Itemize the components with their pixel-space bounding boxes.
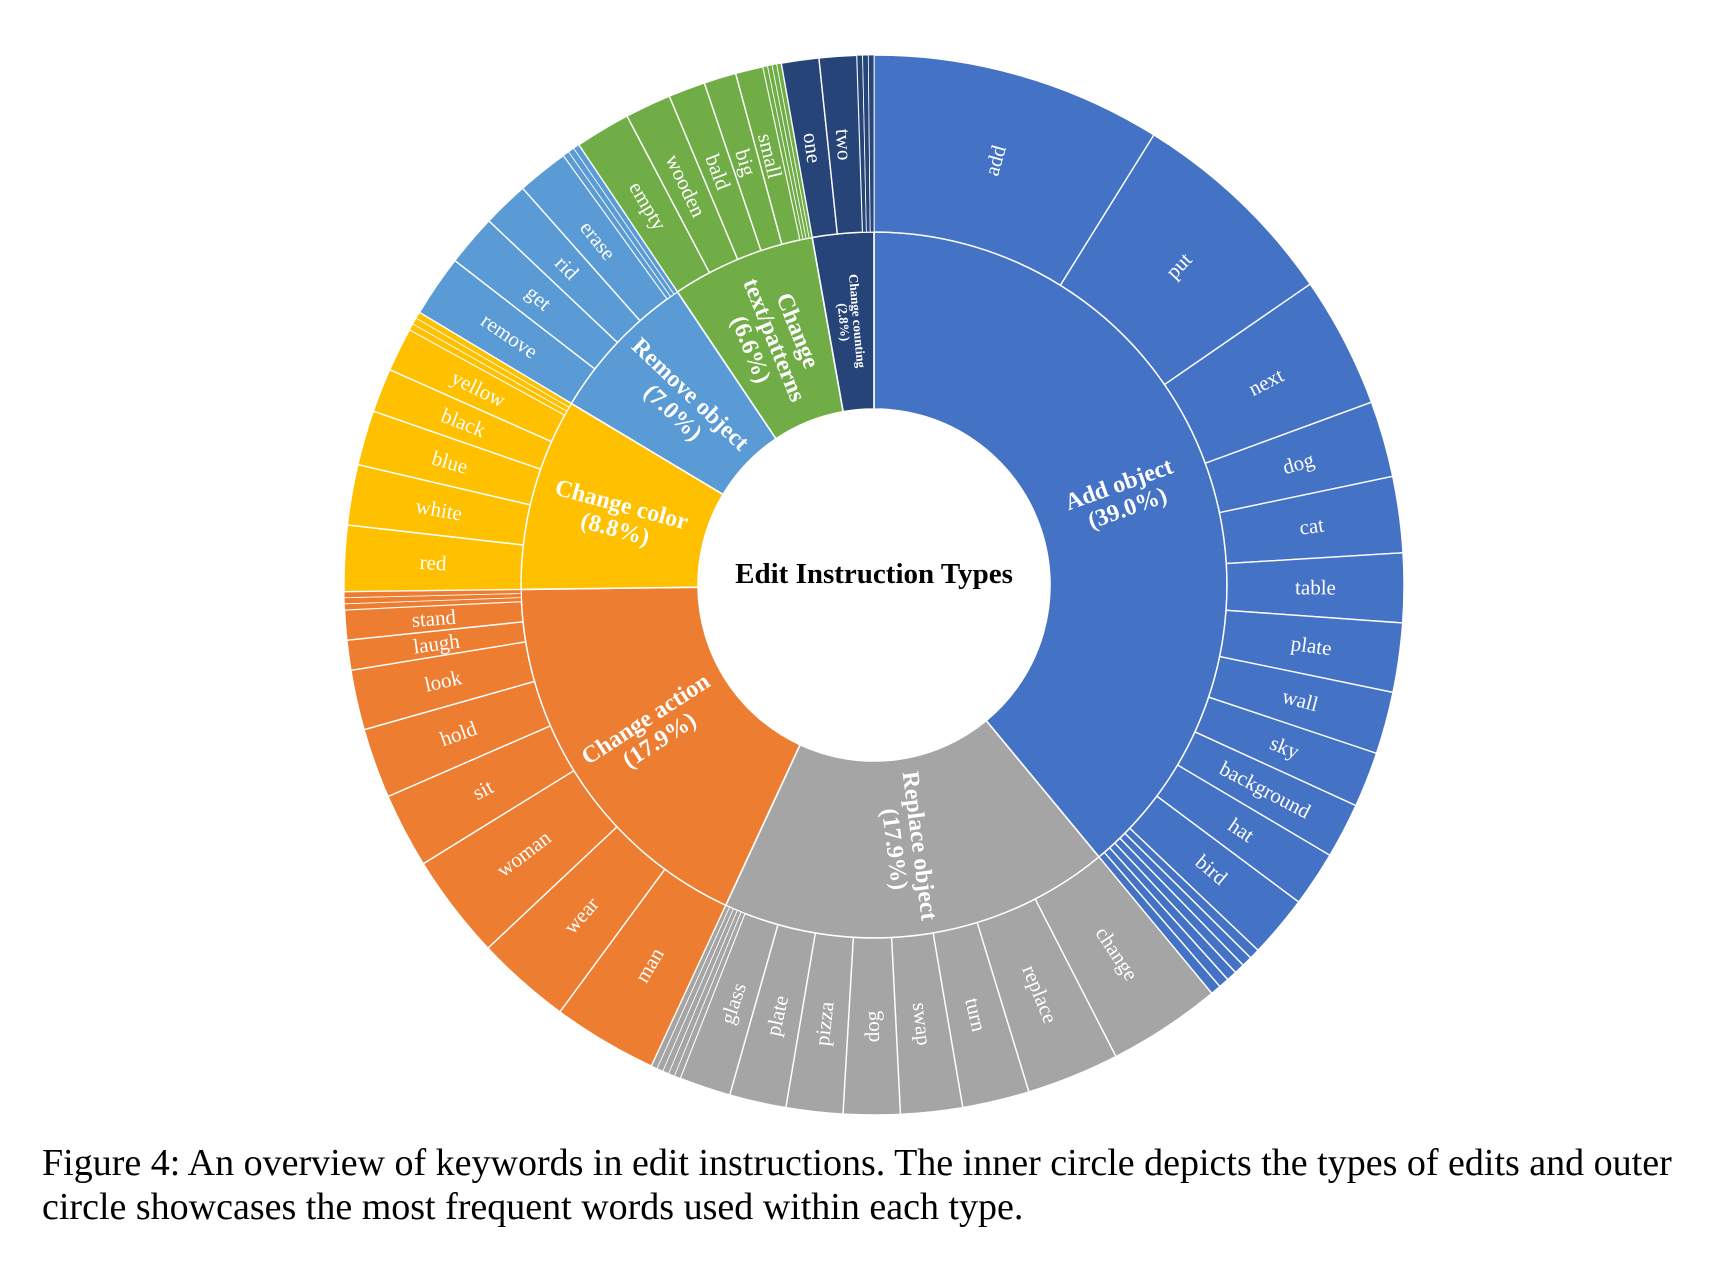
outer-label-change-action-stand: stand [411, 605, 458, 632]
outer-label-add-object-cat: cat [1298, 513, 1326, 540]
outer-label-add-object-plate: plate [1289, 631, 1333, 660]
outer-label-replace-object-pizza: pizza [810, 1000, 839, 1047]
outer-label-change-color-red: red [419, 550, 447, 575]
outer-label-add-object-table: table [1295, 575, 1336, 599]
figure-caption: Figure 4: An overview of keywords in edi… [42, 1142, 1672, 1228]
outer-label-change-counting-one: one [798, 131, 826, 164]
outer-label-replace-object-swap: swap [908, 1001, 937, 1047]
outer-label-replace-object-dog: dog [860, 1010, 884, 1042]
chart-title: Edit Instruction Types [735, 558, 1013, 590]
outer-label-change-counting-two: two [831, 128, 857, 161]
sunburst-chart: Add object(39.0%)Replace object(17.9%)Ch… [343, 54, 1405, 1116]
sunburst-chart-container: Add object(39.0%) Replace object(17.9%) Ch… [343, 54, 1405, 1116]
outer-slice-change-counting-minor-4 [867, 54, 875, 233]
outer-ring [343, 54, 1405, 1116]
inner-ring [520, 231, 1228, 939]
